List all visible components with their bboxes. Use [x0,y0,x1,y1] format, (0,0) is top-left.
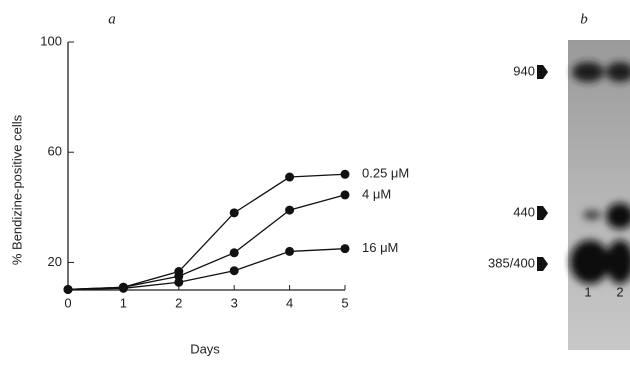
data-point [341,190,350,199]
series-line [68,174,345,289]
y-tick-label: 60 [48,144,62,159]
band-arrow [537,206,548,220]
series-label: 0.25 μM [362,166,409,181]
data-point [64,285,73,294]
data-point [174,278,183,287]
band-label: 385/400 [488,255,535,270]
x-tick-label: 3 [231,295,238,310]
x-tick-label: 4 [286,295,293,310]
series-label: 16 μM [362,240,398,255]
data-point [119,284,128,293]
data-point [285,206,294,215]
band-arrow [537,65,548,79]
band-arrow [537,257,548,271]
data-point [230,266,239,275]
figure: a % Bendizine-positive cells Days b 2060… [0,0,630,367]
x-axis-title: Days [190,341,220,356]
data-point [230,208,239,217]
x-tick-label: 1 [120,295,127,310]
data-point [285,173,294,182]
data-point [230,248,239,257]
panel-label: a [108,11,116,27]
x-tick-label: 0 [64,295,71,310]
lane-label: 1 [584,284,591,299]
series-line [68,249,345,290]
band-label: 440 [513,204,535,219]
y-tick-label: 100 [40,33,62,48]
y-tick-label: 20 [48,254,62,269]
band-label: 940 [513,63,535,78]
data-point [341,244,350,253]
gel-image [568,40,630,350]
lane-label: 2 [616,284,623,299]
x-tick-label: 5 [341,295,348,310]
series-label: 4 μM [362,186,391,201]
data-point [285,247,294,256]
panel-label: b [580,11,588,27]
data-point [341,170,350,179]
x-tick-label: 2 [175,295,182,310]
y-axis-title: % Bendizine-positive cells [9,114,24,265]
